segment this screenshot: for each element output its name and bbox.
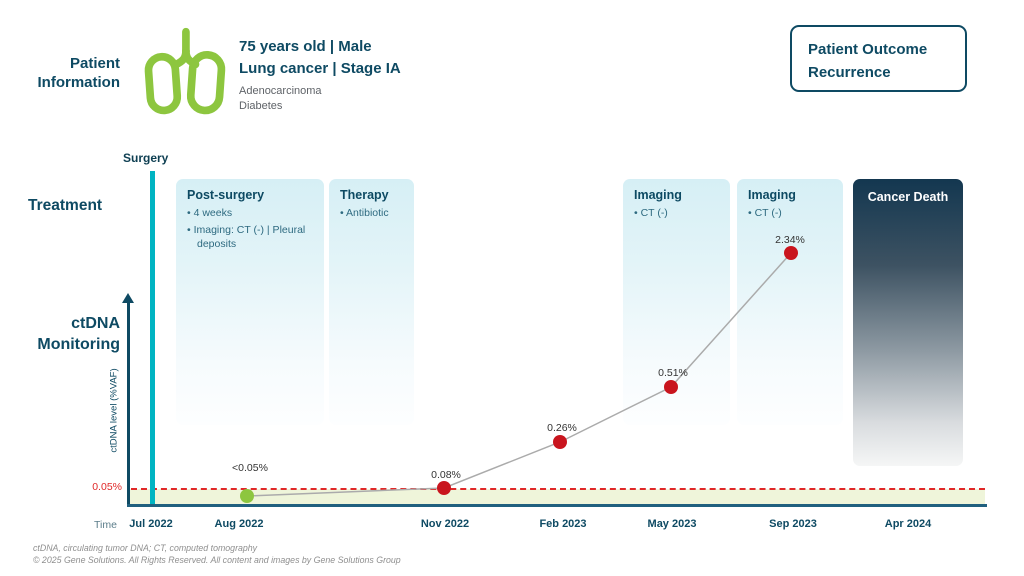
point-value-label: 0.51% [658,367,688,379]
patient-information-heading: Patient Information [37,55,121,91]
x-tick-jul-2022: Jul 2022 [129,518,173,530]
patient-age-sex: 75 years old | Male [239,38,372,55]
treatment-box-bullet: Imaging: CT (-) | Pleural deposits [187,224,313,252]
treatment-box-title: Cancer Death [867,190,949,204]
y-axis-title: ctDNA level (%VAF) [108,368,120,453]
treatment-box-bullet: CT (-) [634,207,719,221]
below-threshold-band [130,489,985,504]
treatment-box-bullet: 4 weeks [187,207,313,221]
patient-diagnosis: Lung cancer | Stage IA [239,60,401,77]
y-axis-line [127,302,130,505]
x-tick-aug-2022: Aug 2022 [214,518,264,530]
treatment-box-therapy: Therapy Antibiotic [329,179,414,425]
treatment-box-bullet: CT (-) [748,207,832,221]
patient-details: 75 years old | Male Lung cancer | Stage … [239,38,401,114]
ctdna-monitoring-section-label: ctDNA Monitoring [37,315,120,353]
threshold-dashed-line [131,488,985,490]
surgery-label: Surgery [123,151,169,165]
point-value-label: 0.08% [431,469,461,481]
data-point [553,435,567,449]
patient-histology: Adenocarcinoma [239,85,322,97]
treatment-section-label: Treatment [28,197,103,214]
footer: ctDNA, circulating tumor DNA; CT, comput… [33,543,401,566]
x-tick-apr-2024: Apr 2024 [884,518,932,530]
treatment-box-cancer-death: Cancer Death [853,179,963,466]
point-value-label: <0.05% [232,462,268,474]
y-axis-arrowhead-icon [122,293,134,303]
x-tick-feb-2023: Feb 2023 [539,518,587,530]
treatment-box-bullet: Antibiotic [340,207,403,221]
patient-outcome-box: Patient Outcome Recurrence [790,25,967,92]
footer-abbreviations: ctDNA, circulating tumor DNA; CT, comput… [33,543,258,553]
x-axis-line [127,504,987,507]
lungs-icon [144,27,226,115]
point-value-label: 2.34% [775,234,805,246]
point-value-label: 0.26% [547,422,577,434]
footer-copyright: © 2025 Gene Solutions. All Rights Reserv… [33,554,401,565]
treatment-box-imaging-2: Imaging CT (-) [737,179,843,425]
treatment-box-title: Therapy [340,188,389,202]
x-axis-title: Time [94,519,117,531]
x-tick-sep-2023: Sep 2023 [769,518,817,530]
treatment-box-title: Post-surgery [187,188,265,202]
treatment-box-imaging-1: Imaging CT (-) [623,179,730,425]
patient-comorbidity: Diabetes [239,100,283,112]
threshold-value-label: 0.05% [92,481,122,493]
surgery-timeline-marker [150,171,155,504]
treatment-box-post-surgery: Post-surgery 4 weeks Imaging: CT (-) | P… [176,179,324,425]
treatment-box-title: Imaging [748,188,796,202]
treatment-box-title: Imaging [634,188,682,202]
x-tick-may-2023: May 2023 [647,518,697,530]
x-tick-nov-2022: Nov 2022 [420,518,470,530]
